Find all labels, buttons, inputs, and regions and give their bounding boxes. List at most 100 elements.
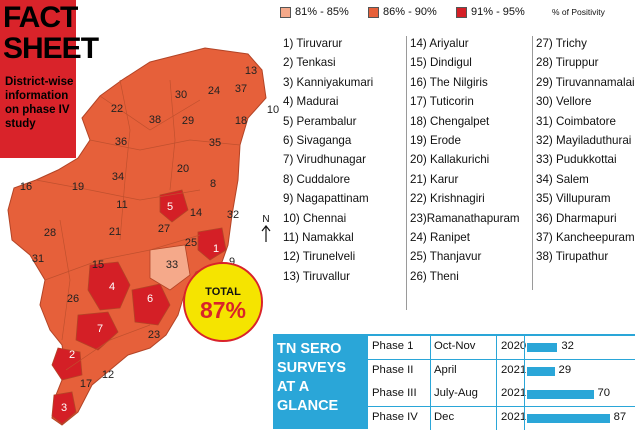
legend-swatch-low — [280, 6, 291, 18]
map-district-number: 33 — [166, 259, 178, 271]
map-district-number: 20 — [177, 163, 189, 175]
high-positivity-district — [87, 261, 131, 311]
map-district-number: 24 — [208, 85, 220, 97]
district-list-item: 28) Tiruppur — [536, 56, 599, 70]
fact-sheet-subtitle: District-wise information on phase IV st… — [5, 76, 74, 130]
sero-cell-divider — [524, 383, 525, 407]
sero-survey-table: Phase 1 Oct-Nov 2020 32 Phase II April 2021 29 P… — [368, 336, 635, 431]
map-district-number: 12 — [102, 369, 114, 381]
district-list-item: 10) Chennai — [283, 211, 347, 225]
district-list-item: 26) Theni — [410, 269, 459, 283]
sero-cell-divider — [496, 336, 497, 359]
compass-label: N — [262, 214, 270, 225]
map-district-number: 9 — [229, 256, 235, 268]
district-boundary — [119, 79, 131, 241]
sero-phase: Phase IV — [372, 411, 418, 424]
legend-label-low: 81% - 85% — [295, 6, 349, 18]
district-boundary — [99, 95, 201, 131]
sero-title-line: SURVEYS — [277, 360, 347, 376]
district-boundary — [44, 234, 201, 281]
map-district-number: 7 — [97, 323, 103, 335]
high-positivity-district — [51, 347, 83, 381]
sero-row: Phase III July-Aug 2021 70 — [368, 383, 635, 407]
district-list-item: 21) Karur — [410, 172, 459, 186]
map-district-number: 27 — [158, 223, 170, 235]
sero-year: 2020 — [501, 340, 527, 352]
district-map: 1234567891011121314151617181920212223242… — [7, 47, 279, 426]
sero-row: Phase 1 Oct-Nov 2020 32 — [368, 336, 635, 359]
map-district-number: 14 — [190, 207, 202, 219]
district-list-item: 30) Vellore — [536, 95, 592, 109]
legend-item-low: 81% - 85% — [280, 6, 349, 18]
title-line-2: SHEET — [3, 32, 99, 65]
district-boundary — [35, 179, 201, 201]
map-district-number: 29 — [182, 115, 194, 127]
district-list-item: 15) Dindigul — [410, 56, 472, 70]
district-list-item: 18) Chengalpet — [410, 114, 490, 128]
map-district-number: 15 — [92, 259, 104, 271]
sero-period: Dec — [434, 411, 455, 424]
sero-title-line: AT A — [277, 379, 310, 395]
map-district-number: 13 — [245, 65, 257, 77]
district-list-item: 24) Ranipet — [410, 230, 470, 244]
legend-item-mid: 86% - 90% — [368, 6, 437, 18]
district-boundary — [65, 324, 151, 371]
total-label: TOTAL — [205, 286, 241, 298]
district-boundary — [169, 79, 176, 191]
district-list-item: 16) The Nilgiris — [410, 75, 488, 89]
map-district-number: 19 — [72, 181, 84, 193]
low-positivity-district — [149, 244, 191, 291]
map-district-number: 38 — [149, 114, 161, 126]
district-list-col-1: 1) Tiruvarur 2) Tenkasi 3) Kanniyakumari 4)… — [283, 34, 408, 286]
district-list-item: 38) Tirupathur — [536, 250, 609, 264]
legend-swatch-high — [456, 6, 467, 18]
map-district-number: 18 — [235, 115, 247, 127]
sero-bar — [527, 366, 555, 376]
map-district-number: 25 — [185, 237, 197, 249]
district-list-col-2: 14) Ariyalur 15) Dindigul 16) The Nilgiris… — [410, 34, 540, 286]
column-divider — [406, 36, 407, 310]
sero-value: 87 — [613, 411, 627, 424]
district-list-item: 12) Tirunelveli — [283, 250, 356, 264]
district-list-item: 25) Thanjavur — [410, 250, 482, 264]
sero-year: 2021 — [501, 363, 527, 376]
sero-survey-title: TN SERO SURVEYS AT A GLANCE — [277, 340, 369, 416]
map-district-number: 1 — [213, 243, 219, 255]
legend-swatch-mid — [368, 6, 379, 18]
district-list-item: 14) Ariyalur — [410, 37, 469, 50]
sero-cell-divider — [430, 359, 431, 383]
map-district-number: 30 — [175, 89, 187, 101]
map-district-number: 31 — [32, 253, 44, 265]
total-badge: TOTAL 87% — [183, 262, 263, 342]
map-district-number: 5 — [167, 201, 173, 213]
map-district-number: 26 — [67, 293, 79, 305]
sero-phase: Phase II — [372, 363, 414, 376]
district-list-item: 27) Trichy — [536, 37, 587, 50]
sero-cell-divider — [496, 407, 497, 431]
map-district-number: 37 — [235, 83, 247, 95]
map-district-number: 8 — [210, 178, 216, 190]
sero-period: July-Aug — [434, 387, 478, 400]
sero-cell-divider — [496, 359, 497, 383]
sero-title-line: TN SERO — [277, 341, 342, 357]
legend-positivity-label: % of Positivity — [552, 7, 605, 17]
sero-bar — [527, 414, 610, 424]
high-positivity-district — [51, 391, 77, 425]
map-district-number: 32 — [227, 209, 239, 221]
sero-cell-divider — [524, 359, 525, 383]
map-labels: 1234567891011121314151617181920212223242… — [20, 65, 279, 414]
legend-label-mid: 86% - 90% — [383, 6, 437, 18]
sero-phase: Phase 1 — [372, 340, 414, 352]
district-list-item: 35) Villupuram — [536, 192, 611, 206]
sero-bar — [527, 390, 594, 400]
map-district-number: 36 — [115, 136, 127, 148]
map-district-number: 17 — [80, 378, 92, 390]
district-list-item: 6) Sivaganga — [283, 133, 352, 147]
high-positivity-district — [197, 227, 227, 261]
total-value: 87% — [199, 297, 247, 323]
north-compass: N — [256, 214, 276, 246]
district-list-item: 1) Tiruvarur — [283, 37, 343, 50]
district-list-item: 37) Kancheepuram — [536, 230, 635, 244]
district-boundary — [59, 219, 71, 341]
sero-year: 2021 — [501, 387, 527, 400]
